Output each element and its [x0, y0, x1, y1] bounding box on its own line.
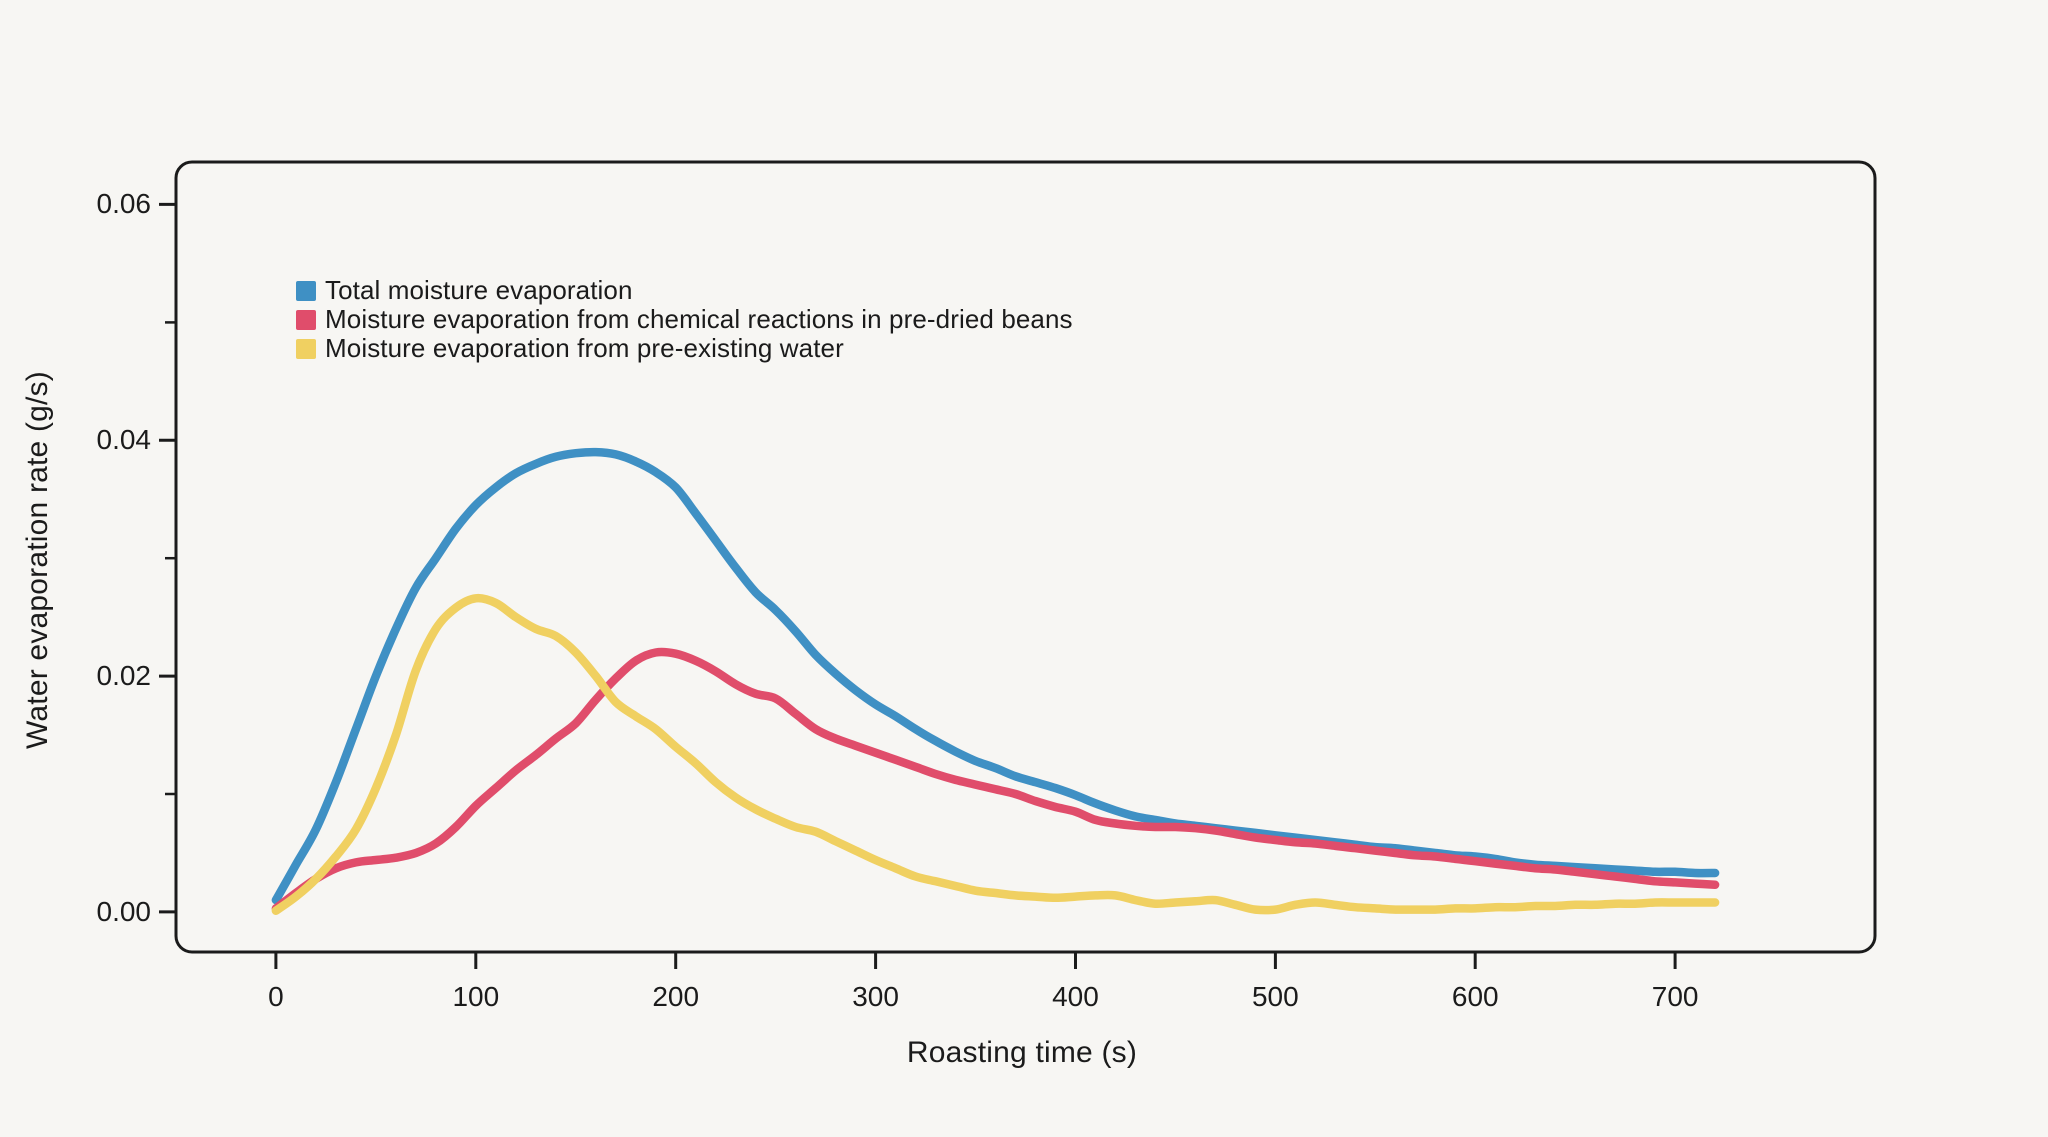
total-moisture-line: [271, 447, 1720, 905]
legend-swatch-total: [296, 280, 316, 301]
x-tick-label: 200: [652, 981, 700, 1012]
y-tick-label: 0.00: [96, 895, 152, 927]
x-tick-label: 400: [1052, 981, 1099, 1012]
x-tick-label: 600: [1451, 981, 1499, 1012]
legend-swatch-chemical-reactions: [296, 309, 316, 330]
legend-label-pre-existing-water: Moisture evaporation from pre-existing w…: [325, 333, 844, 363]
x-tick-label: 100: [452, 981, 500, 1012]
y-tick-label: 0.04: [96, 424, 152, 456]
legend-item-pre-existing-water: Moisture evaporation from pre-existing w…: [296, 333, 1073, 363]
pre-existing-water-line: [271, 593, 1720, 915]
y-axis-title: Water evaporation rate (g/s): [21, 371, 54, 749]
legend-label-total: Total moisture evaporation: [325, 275, 633, 305]
x-axis-title: Roasting time (s): [906, 1036, 1138, 1069]
x-tick-label: 500: [1251, 981, 1299, 1012]
y-tick-label: 0.06: [96, 188, 152, 220]
legend-swatch-pre-existing-water: [296, 338, 316, 359]
legend-item-chemical-reactions: Moisture evaporation from chemical react…: [296, 304, 1073, 334]
legend-item-total: Total moisture evaporation: [296, 275, 1073, 305]
x-tick-label: 300: [852, 981, 899, 1012]
chemical-reactions-line: [271, 647, 1720, 913]
x-tick-label: 700: [1651, 981, 1699, 1012]
x-tick-label: 0: [268, 981, 284, 1012]
legend-label-chemical-reactions: Moisture evaporation from chemical react…: [325, 304, 1073, 334]
legend: Total moisture evaporation Moisture evap…: [296, 275, 1073, 363]
y-tick-label: 0.02: [96, 660, 152, 692]
